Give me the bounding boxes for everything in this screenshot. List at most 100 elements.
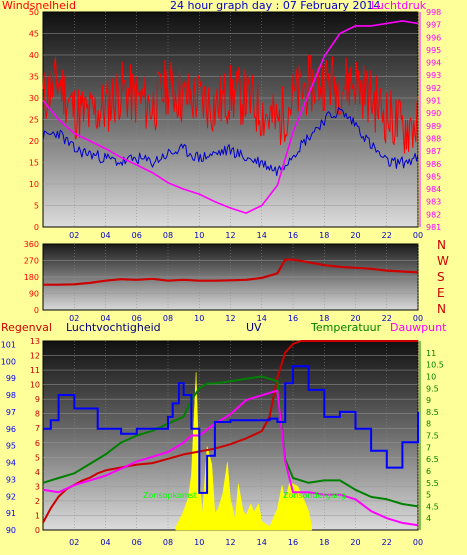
temperature-tick-label: 5	[426, 491, 431, 500]
direction-line	[43, 258, 419, 286]
pressure-tick-label: 983	[426, 198, 441, 207]
temperature-tick-label: 8	[426, 420, 431, 429]
pressure-axis-title: Luchtdruk	[371, 0, 427, 12]
dir-label-n-top: N	[437, 238, 446, 252]
windspeed-tick-label: 0	[34, 223, 39, 232]
sunrise-label: Zonsopkomst	[143, 491, 197, 500]
temperature-tick-label: 7	[426, 443, 431, 452]
pressure-tick-label: 981	[426, 223, 441, 232]
rain-tick-label: 10	[30, 381, 40, 390]
wind-x-tick-label: 22	[382, 231, 392, 240]
sunset-label: Zonsondergang	[283, 491, 346, 500]
wind-x-tick-label: 14	[257, 231, 267, 240]
pressure-tick-label: 982	[426, 210, 441, 219]
wind-x-tick-label: 16	[288, 231, 298, 240]
humidity-tick-label: 97	[6, 408, 16, 417]
rain-tick-label: 13	[30, 337, 40, 346]
climate-x-tick-label: 22	[382, 538, 392, 547]
temperature-tick-label: 5.5	[426, 479, 439, 488]
windspeed-tick-label: 50	[29, 8, 39, 17]
pressure-tick-label: 988	[426, 134, 441, 143]
climate-x-tick-label: 18	[319, 538, 329, 547]
windspeed-tick-label: 20	[29, 137, 39, 146]
pressure-tick-label: 984	[426, 185, 441, 194]
dewpoint-axis-title: Dauwpunt	[390, 321, 447, 334]
windspeed-tick-label: 5	[34, 202, 39, 211]
climate-x-tick-label: 10	[194, 538, 204, 547]
direction-x-tick-label: 02	[69, 314, 79, 323]
wind-x-tick-label: 08	[163, 231, 173, 240]
humidity-tick-label: 98	[6, 391, 16, 400]
direction-x-tick-label: 08	[163, 314, 173, 323]
climate-x-tick-label: 06	[132, 538, 142, 547]
direction-x-tick-label: 12	[225, 314, 235, 323]
pressure-tick-label: 985	[426, 172, 441, 181]
rain-tick-label: 0	[35, 526, 40, 535]
pressure-tick-label: 996	[426, 33, 441, 42]
windspeed-tick-label: 30	[29, 94, 39, 103]
temperature-tick-label: 9.5	[426, 384, 439, 393]
gust-line	[42, 107, 419, 177]
windspeed-tick-label: 35	[29, 73, 39, 82]
direction-x-tick-label: 16	[288, 314, 298, 323]
pressure-tick-label: 992	[426, 84, 441, 93]
humidity-tick-label: 99	[6, 374, 16, 383]
temperature-tick-label: 6	[426, 467, 431, 476]
temperature-tick-label: 11	[426, 349, 436, 358]
humidity-axis-title: Luchtvochtigheid	[66, 321, 161, 334]
dir-label-n-bottom: N	[437, 302, 446, 316]
rain-tick-label: 4	[35, 468, 40, 477]
rain-tick-label: 2	[35, 497, 40, 506]
windspeed-tick-label: 15	[29, 159, 39, 168]
temperature-tick-label: 8.5	[426, 408, 439, 417]
pressure-line	[42, 20, 419, 214]
temperature-axis-title: Temperatuur	[311, 321, 382, 334]
rain-tick-label: 3	[35, 482, 40, 491]
humidity-tick-label: 94	[6, 459, 16, 468]
climate-x-tick-label: 14	[257, 538, 267, 547]
temperature-tick-label: 10.5	[426, 361, 444, 370]
humidity-tick-label: 100	[1, 357, 16, 366]
humidity-tick-label: 91	[6, 509, 16, 518]
wind-x-tick-label: 20	[350, 231, 360, 240]
temperature-tick-label: 10	[426, 372, 436, 381]
humidity-tick-label: 90	[6, 526, 16, 535]
direction-x-tick-label: 22	[382, 314, 392, 323]
chart-title: 24 hour graph day : 07 February 2014	[170, 0, 381, 12]
windspeed-tick-label: 45	[29, 30, 39, 39]
climate-x-tick-label: 04	[100, 538, 110, 547]
direction-x-tick-label: 06	[132, 314, 142, 323]
direction-tick-label: 180	[24, 273, 39, 282]
rain-tick-label: 1	[35, 511, 40, 520]
humidity-tick-label: 95	[6, 442, 16, 451]
pressure-tick-label: 986	[426, 160, 441, 169]
humidity-tick-label: 101	[1, 340, 16, 349]
rain-tick-label: 6	[35, 439, 40, 448]
pressure-tick-label: 989	[426, 122, 441, 131]
direction-tick-label: 360	[24, 240, 39, 249]
climate-x-tick-label: 02	[69, 538, 79, 547]
rain-tick-label: 7	[35, 424, 40, 433]
temperature-tick-label: 7.5	[426, 432, 439, 441]
rain-line	[42, 340, 418, 524]
windspeed-line	[42, 54, 419, 154]
climate-x-tick-label: 08	[163, 538, 173, 547]
direction-x-tick-label: 14	[257, 314, 267, 323]
climate-x-tick-label: 16	[288, 538, 298, 547]
wind-x-tick-label: 06	[132, 231, 142, 240]
pressure-tick-label: 998	[426, 8, 441, 17]
dir-label-s: S	[437, 270, 445, 284]
temperature-tick-label: 6.5	[426, 455, 439, 464]
wind-x-tick-label: 02	[69, 231, 79, 240]
pressure-tick-label: 995	[426, 46, 441, 55]
direction-x-tick-label: 20	[350, 314, 360, 323]
temperature-line	[42, 375, 419, 508]
pressure-tick-label: 997	[426, 21, 441, 30]
direction-x-tick-label: 00	[413, 314, 423, 323]
rain-tick-label: 11	[30, 366, 40, 375]
windspeed-tick-label: 10	[29, 180, 39, 189]
wind-x-tick-label: 18	[319, 231, 329, 240]
direction-x-tick-label: 18	[319, 314, 329, 323]
dewpoint-line	[42, 389, 419, 527]
temperature-tick-label: 4	[426, 514, 431, 523]
